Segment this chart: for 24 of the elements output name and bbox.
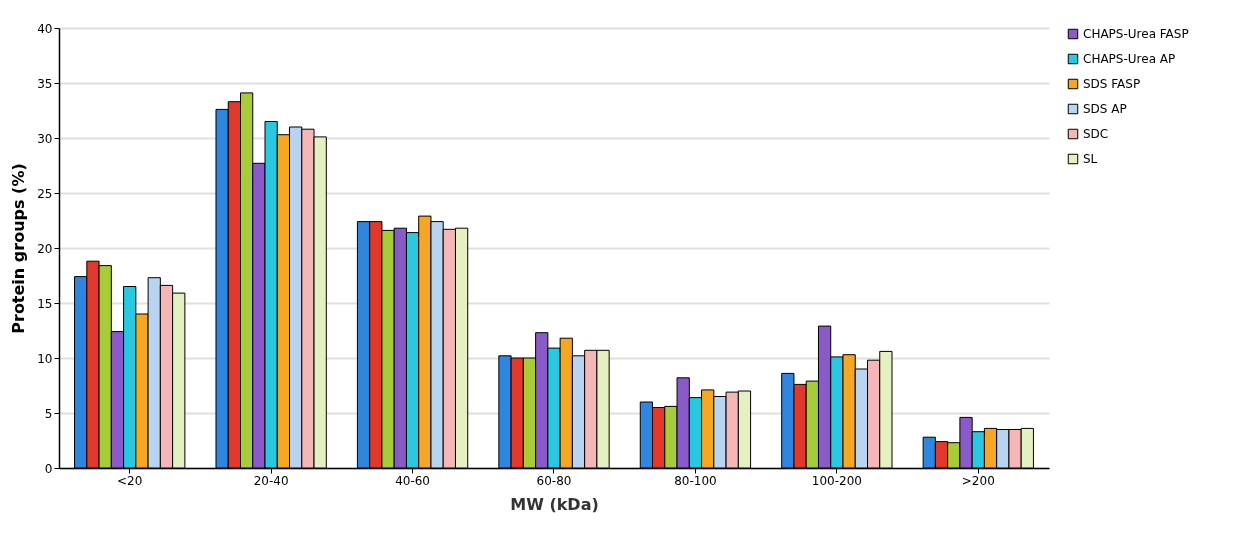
x-tick-label: 20-40 [253,473,289,488]
legend-label: SDS AP [1083,102,1127,116]
y-tick-label: 5 [44,406,53,421]
x-tick-label: <20 [117,473,143,488]
x-tick-label: 100-200 [811,473,862,488]
y-tick-label: 0 [44,461,53,476]
y-tick-label: 30 [37,131,53,146]
legend-label: CHAPS-Urea FASP [1083,27,1189,41]
legend-label: CHAPS-Urea AP [1083,52,1176,66]
legend-label: SL [1083,152,1098,166]
x-tick-label: 40-60 [395,473,431,488]
y-axis-title: Protein groups (%) [9,163,29,334]
y-tick-label: 35 [37,76,53,91]
y-tick-label: 20 [37,241,53,256]
y-tick-label: 10 [37,351,53,366]
y-tick-label: 40 [37,21,53,36]
legend-label: SDS FASP [1083,77,1141,91]
y-tick-label: 25 [37,186,53,201]
x-axis-title: MW (kDa) [510,494,599,514]
x-tick-label: 60-80 [536,473,572,488]
y-tick-label: 15 [37,296,53,311]
x-tick-label: 80-100 [674,473,717,488]
x-tick-label: >200 [961,473,995,488]
legend-label: SDC [1083,127,1109,141]
